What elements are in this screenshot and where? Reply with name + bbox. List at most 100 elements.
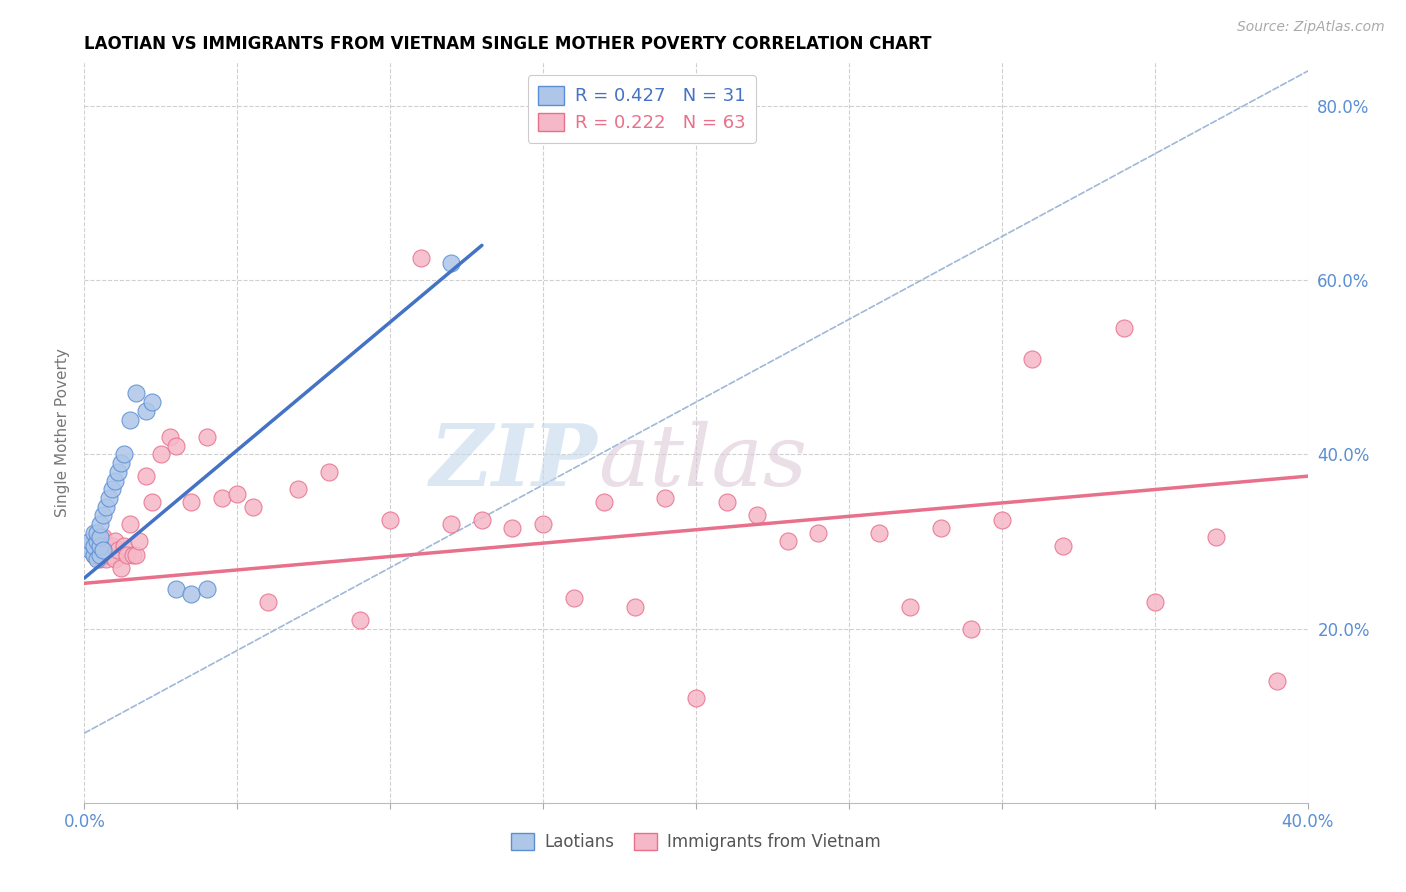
Point <box>1143 595 1166 609</box>
Point <box>128 534 150 549</box>
Point <box>86 548 108 562</box>
Legend: Laotians, Immigrants from Vietnam: Laotians, Immigrants from Vietnam <box>505 826 887 857</box>
Point <box>94 539 117 553</box>
Point <box>165 439 187 453</box>
Point <box>195 582 218 597</box>
Point <box>97 548 120 562</box>
Point <box>960 622 983 636</box>
Point <box>440 256 463 270</box>
Point <box>76 539 98 553</box>
Point <box>94 552 117 566</box>
Point <box>89 517 111 532</box>
Text: LAOTIAN VS IMMIGRANTS FROM VIETNAM SINGLE MOTHER POVERTY CORRELATION CHART: LAOTIAN VS IMMIGRANTS FROM VIETNAM SINGL… <box>84 35 932 53</box>
Point <box>242 500 264 514</box>
Point <box>107 465 129 479</box>
Point <box>1052 539 1074 553</box>
Point <box>86 552 108 566</box>
Point <box>83 539 105 553</box>
Point <box>104 552 127 566</box>
Point <box>195 430 218 444</box>
Point <box>141 495 163 509</box>
Point <box>86 534 108 549</box>
Point <box>471 513 494 527</box>
Point <box>716 495 738 509</box>
Point <box>159 430 181 444</box>
Point <box>991 513 1014 527</box>
Point <box>122 548 145 562</box>
Point <box>502 521 524 535</box>
Point <box>89 548 111 562</box>
Point <box>120 412 142 426</box>
Point <box>79 534 101 549</box>
Point <box>593 495 616 509</box>
Point <box>562 591 585 606</box>
Point <box>91 530 114 544</box>
Point <box>776 534 799 549</box>
Point <box>112 539 135 553</box>
Point <box>104 534 127 549</box>
Point <box>180 495 202 509</box>
Point <box>929 521 952 535</box>
Point <box>440 517 463 532</box>
Point <box>83 525 105 540</box>
Point <box>94 500 117 514</box>
Point <box>685 99 707 113</box>
Point <box>211 491 233 505</box>
Point <box>869 525 891 540</box>
Point <box>86 539 108 553</box>
Point <box>165 582 187 597</box>
Y-axis label: Single Mother Poverty: Single Mother Poverty <box>55 348 70 517</box>
Point <box>318 465 340 479</box>
Point <box>91 543 114 558</box>
Point <box>83 548 105 562</box>
Point <box>101 482 124 496</box>
Point <box>1265 673 1288 688</box>
Point <box>287 482 309 496</box>
Point <box>79 539 101 553</box>
Point <box>86 525 108 540</box>
Point <box>79 543 101 558</box>
Text: ZIP: ZIP <box>430 420 598 504</box>
Point <box>1021 351 1043 366</box>
Point <box>226 486 249 500</box>
Point <box>104 474 127 488</box>
Point <box>654 491 676 505</box>
Point <box>135 404 157 418</box>
Point <box>110 456 132 470</box>
Point <box>807 525 830 540</box>
Point <box>120 517 142 532</box>
Point <box>1205 530 1227 544</box>
Point <box>125 548 148 562</box>
Point <box>747 508 769 523</box>
Point <box>97 491 120 505</box>
Point <box>898 599 921 614</box>
Point <box>380 513 402 527</box>
Point <box>1114 321 1136 335</box>
Point <box>89 534 111 549</box>
Point <box>101 539 124 553</box>
Point <box>89 539 111 553</box>
Point <box>685 691 707 706</box>
Text: atlas: atlas <box>598 421 807 504</box>
Point <box>349 613 371 627</box>
Point <box>89 530 111 544</box>
Point <box>135 469 157 483</box>
Point <box>409 252 432 266</box>
Point <box>91 508 114 523</box>
Point <box>149 447 172 461</box>
Point <box>83 548 105 562</box>
Point <box>141 395 163 409</box>
Point <box>91 548 114 562</box>
Point <box>83 534 105 549</box>
Point <box>531 517 554 532</box>
Text: Source: ZipAtlas.com: Source: ZipAtlas.com <box>1237 20 1385 34</box>
Point <box>257 595 280 609</box>
Point <box>624 599 647 614</box>
Point <box>180 587 202 601</box>
Point <box>112 447 135 461</box>
Point <box>125 386 148 401</box>
Point <box>107 543 129 558</box>
Point <box>115 548 138 562</box>
Point <box>110 560 132 574</box>
Point <box>89 552 111 566</box>
